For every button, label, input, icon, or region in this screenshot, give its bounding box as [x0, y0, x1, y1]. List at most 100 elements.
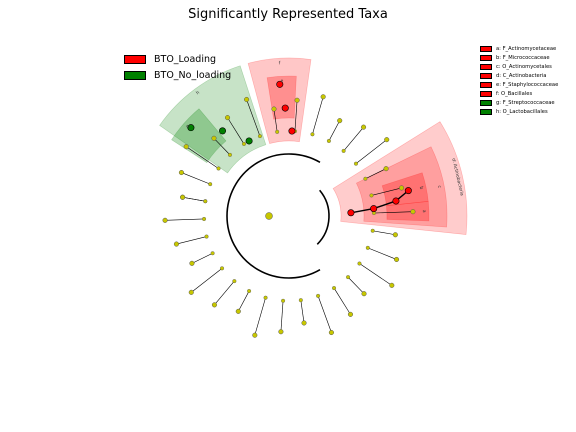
inner-node [370, 228, 375, 233]
clade-label-a: a [421, 210, 426, 213]
leaf-branch [317, 295, 332, 333]
inner-node [227, 152, 232, 157]
taxa-legend-swatch [480, 108, 492, 115]
taxa-legend-label: e: F_Staphylococcaceae [496, 81, 559, 88]
leaf-node [337, 118, 343, 124]
leaf-branch [246, 99, 261, 137]
loading-node [404, 187, 412, 195]
leaf-branch [312, 96, 324, 135]
clade-label-g: g [185, 124, 191, 130]
loading-node [347, 209, 355, 217]
leaf-branch [280, 300, 284, 332]
inner-node [357, 261, 362, 266]
inner-node [220, 266, 225, 271]
taxa-legend-label: g: F_Streptococcaceae [496, 99, 555, 106]
clade-label-b: b [418, 186, 424, 190]
leaf-node [389, 282, 395, 288]
leaf-branch [182, 196, 206, 202]
legend-swatch-loading [124, 54, 146, 64]
no-loading-node [245, 137, 253, 145]
group-legend: BTO_Loading BTO_No_loading [124, 51, 231, 83]
leaf-node [394, 256, 400, 263]
taxa-legend-item: d: C_Actinobacteria [480, 71, 558, 80]
leaf-node [189, 260, 195, 266]
taxa-legend-item: e: F_Staphylococcaceae [480, 80, 558, 89]
loading-node [288, 127, 296, 135]
leaf-node [180, 194, 186, 200]
leaf-branch [227, 117, 245, 145]
taxa-legend-item: c: O_Actinomycetales [480, 62, 558, 71]
no-loading-node [187, 124, 195, 132]
leaf-node [384, 137, 390, 143]
inner-node [281, 298, 286, 303]
inner-node [326, 138, 331, 143]
leaf-branch [191, 268, 223, 293]
leaf-branch [355, 139, 387, 164]
leaf-node [235, 308, 241, 314]
legend-swatch-no-loading [124, 70, 146, 80]
tree-edges [165, 96, 413, 336]
inner-node [241, 141, 246, 146]
leaf-branch [191, 252, 213, 264]
leaf-branch [372, 230, 396, 236]
inner-node [363, 176, 368, 181]
taxa-legend-swatch [480, 54, 492, 61]
leaf-branch [347, 276, 365, 294]
inner-node [208, 182, 213, 187]
legend-item-loading: BTO_Loading [124, 51, 231, 67]
legend-label-no-loading: BTO_No_loading [154, 69, 232, 81]
inner-node [247, 289, 252, 294]
clade-label-e: e [280, 79, 283, 84]
leaf-branch [273, 109, 278, 132]
inner-node [202, 216, 207, 221]
leaf-node [224, 115, 231, 121]
leaf-node [211, 302, 217, 308]
taxa-legend-label: a: F_Actinomycetaceae [496, 45, 557, 52]
highlight-edge [373, 200, 397, 210]
leaf-node [347, 311, 354, 317]
taxa-legend-label: c: O_Actinomycetales [496, 63, 552, 70]
taxa-legend-label: f: O_Bacillales [496, 90, 533, 97]
leaf-node [328, 329, 334, 336]
leaf-branch [300, 300, 305, 323]
leaf-branch [359, 263, 392, 286]
clade-shade-a [386, 201, 430, 222]
taxa-legend-label: b: F_Micrococcaceae [496, 54, 550, 61]
leaf-node [361, 291, 367, 297]
clade-label-f: f [279, 60, 281, 66]
inner-node [204, 234, 209, 239]
clade-shades [159, 57, 468, 235]
leaf-branch [333, 287, 351, 315]
leaf-node [301, 320, 307, 326]
leaf-node [361, 124, 367, 130]
inner-node [298, 298, 303, 303]
leaf-branch [254, 297, 266, 336]
leaf-branch [328, 120, 340, 142]
inner-node [353, 161, 358, 166]
phylum-arc-actinobacteria [316, 189, 330, 245]
taxa-legend-label: h: O_Lactobacillales [496, 108, 548, 115]
inner-node [210, 251, 215, 256]
tree-nodes [162, 80, 416, 338]
loading-node [281, 104, 289, 112]
taxa-legend-swatch [480, 45, 492, 52]
taxa-legend-swatch [480, 72, 492, 79]
taxa-legend-item: g: F_Streptococcaceae [480, 98, 558, 107]
leaf-node [410, 209, 416, 215]
leaf-node [278, 329, 284, 335]
leaf-node [183, 144, 189, 150]
leaf-branch [373, 211, 413, 214]
inner-node [232, 279, 237, 284]
leaf-branch [294, 100, 298, 132]
leaf-branch [367, 247, 397, 260]
taxa-legend-item: a: F_Actinomycetaceae [480, 44, 558, 53]
leaf-branch [176, 236, 207, 245]
loading-node [370, 205, 378, 213]
clade-shade-d [332, 121, 468, 235]
chart-title: Significantly Represented Taxa [188, 7, 388, 22]
taxa-legend-swatch [480, 99, 492, 106]
inner-node [369, 193, 374, 198]
taxa-legend-item: b: F_Micrococcaceae [480, 53, 558, 62]
inner-node [365, 245, 370, 250]
leaf-branch [181, 172, 211, 185]
